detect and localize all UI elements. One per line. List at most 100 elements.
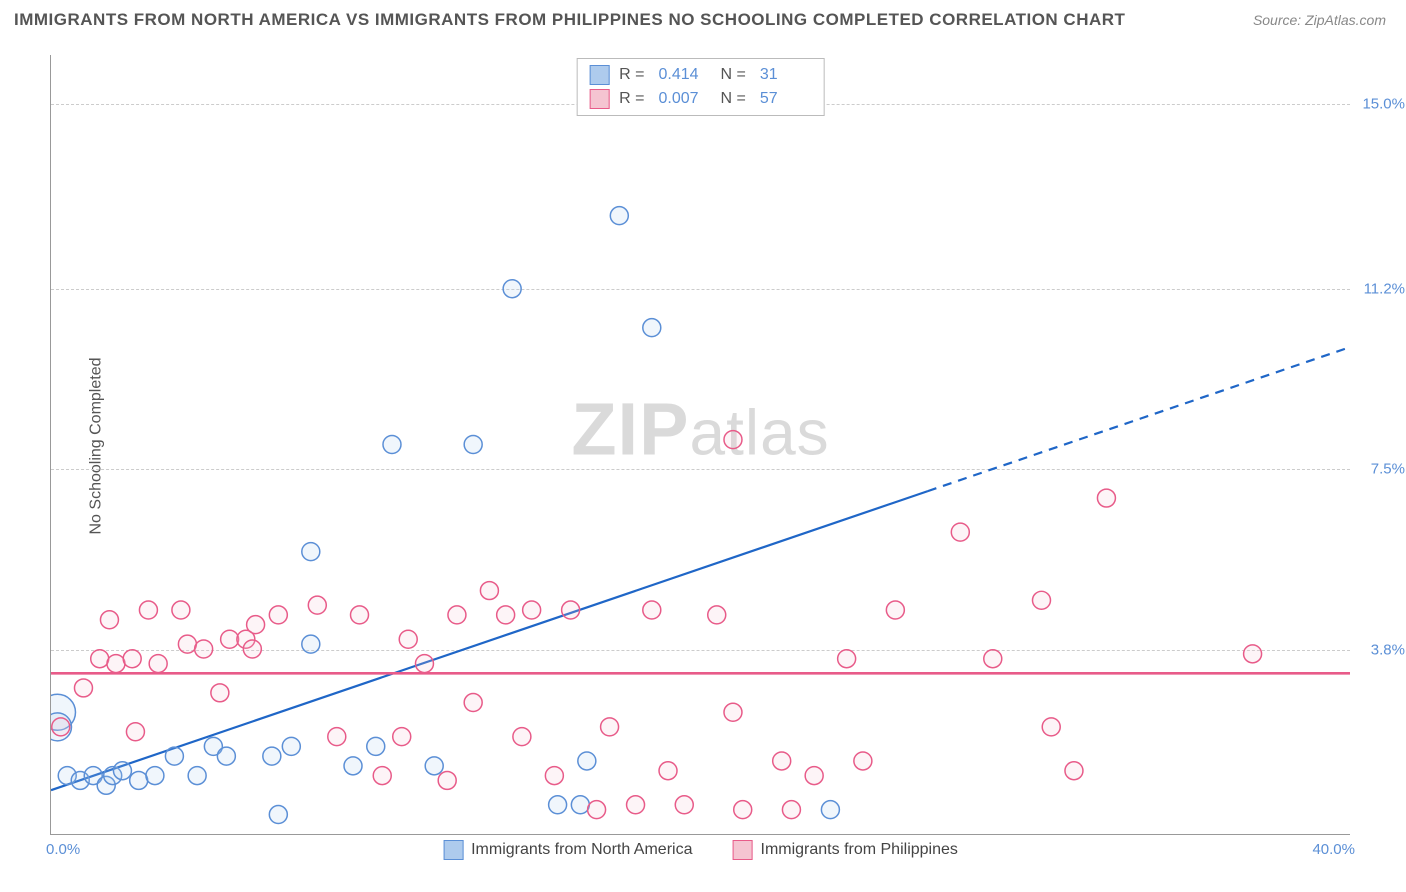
data-point-north_america: [302, 543, 320, 561]
data-point-philippines: [724, 703, 742, 721]
data-point-philippines: [415, 655, 433, 673]
data-point-philippines: [1042, 718, 1060, 736]
data-point-north_america: [269, 806, 287, 824]
legend-swatch: [732, 840, 752, 860]
data-point-philippines: [513, 728, 531, 746]
data-point-north_america: [383, 436, 401, 454]
data-point-philippines: [195, 640, 213, 658]
data-point-philippines: [178, 635, 196, 653]
legend-swatch: [589, 65, 609, 85]
legend-swatch: [443, 840, 463, 860]
data-point-philippines: [351, 606, 369, 624]
data-point-philippines: [221, 630, 239, 648]
data-point-philippines: [243, 640, 261, 658]
data-point-philippines: [601, 718, 619, 736]
x-tick-max: 40.0%: [1312, 841, 1355, 858]
r-value: 0.414: [659, 63, 711, 87]
bottom-legend: Immigrants from North America Immigrants …: [443, 840, 958, 860]
data-point-philippines: [247, 616, 265, 634]
data-point-philippines: [497, 606, 515, 624]
data-point-north_america: [425, 757, 443, 775]
data-point-philippines: [107, 655, 125, 673]
data-point-philippines: [1065, 762, 1083, 780]
data-point-north_america: [165, 747, 183, 765]
n-value: 31: [760, 63, 812, 87]
n-label: N =: [721, 87, 746, 111]
data-point-north_america: [113, 762, 131, 780]
data-point-philippines: [659, 762, 677, 780]
data-point-philippines: [480, 582, 498, 600]
data-point-north_america: [821, 801, 839, 819]
data-point-north_america: [302, 635, 320, 653]
legend-label: Immigrants from Philippines: [760, 841, 957, 859]
data-point-philippines: [838, 650, 856, 668]
data-point-north_america: [130, 771, 148, 789]
r-label: R =: [619, 63, 644, 87]
x-tick-min: 0.0%: [46, 841, 80, 858]
data-point-north_america: [643, 319, 661, 337]
data-point-north_america: [367, 737, 385, 755]
data-point-philippines: [951, 523, 969, 541]
data-point-philippines: [399, 630, 417, 648]
data-point-philippines: [1244, 645, 1262, 663]
data-point-philippines: [675, 796, 693, 814]
stats-legend-box: R = 0.414 N = 31 R = 0.007 N = 57: [576, 58, 825, 116]
data-point-philippines: [1097, 489, 1115, 507]
data-point-north_america: [344, 757, 362, 775]
data-point-philippines: [52, 718, 70, 736]
data-point-philippines: [782, 801, 800, 819]
y-tick-label: 7.5%: [1371, 461, 1405, 478]
data-point-north_america: [263, 747, 281, 765]
data-point-philippines: [708, 606, 726, 624]
data-point-philippines: [562, 601, 580, 619]
data-point-philippines: [464, 694, 482, 712]
data-point-north_america: [464, 436, 482, 454]
y-tick-label: 3.8%: [1371, 641, 1405, 658]
n-value: 57: [760, 87, 812, 111]
data-point-philippines: [91, 650, 109, 668]
data-point-philippines: [438, 771, 456, 789]
r-label: R =: [619, 87, 644, 111]
data-point-philippines: [724, 431, 742, 449]
data-point-philippines: [773, 752, 791, 770]
data-point-philippines: [149, 655, 167, 673]
y-tick-label: 15.0%: [1362, 95, 1405, 112]
plot-area: ZIPatlas 3.8%7.5%11.2%15.0% R =0.414N =3…: [50, 55, 1350, 835]
data-point-philippines: [100, 611, 118, 629]
y-tick-label: 11.2%: [1364, 281, 1405, 298]
data-point-philippines: [123, 650, 141, 668]
data-point-philippines: [308, 596, 326, 614]
data-point-north_america: [188, 767, 206, 785]
data-point-philippines: [854, 752, 872, 770]
data-point-philippines: [269, 606, 287, 624]
data-point-philippines: [545, 767, 563, 785]
trendline-dashed-north_america: [928, 347, 1350, 491]
data-point-philippines: [1032, 591, 1050, 609]
data-point-philippines: [886, 601, 904, 619]
data-point-north_america: [282, 737, 300, 755]
data-point-philippines: [126, 723, 144, 741]
n-label: N =: [721, 63, 746, 87]
legend-swatch: [589, 89, 609, 109]
data-point-philippines: [328, 728, 346, 746]
legend-item: Immigrants from North America: [443, 840, 692, 860]
data-point-philippines: [448, 606, 466, 624]
data-point-philippines: [643, 601, 661, 619]
data-point-philippines: [393, 728, 411, 746]
stats-row: R = 0.414 N = 31: [589, 63, 812, 87]
data-point-north_america: [578, 752, 596, 770]
data-point-philippines: [172, 601, 190, 619]
chart-title: IMMIGRANTS FROM NORTH AMERICA VS IMMIGRA…: [14, 10, 1125, 30]
data-point-philippines: [211, 684, 229, 702]
r-value: 0.007: [659, 87, 711, 111]
source-attribution: Source: ZipAtlas.com: [1253, 12, 1386, 28]
data-point-philippines: [805, 767, 823, 785]
data-point-north_america: [549, 796, 567, 814]
data-point-north_america: [146, 767, 164, 785]
data-point-philippines: [373, 767, 391, 785]
stats-row: R = 0.007 N = 57: [589, 87, 812, 111]
data-point-philippines: [627, 796, 645, 814]
data-point-north_america: [503, 280, 521, 298]
data-point-north_america: [217, 747, 235, 765]
legend-item: Immigrants from Philippines: [732, 840, 957, 860]
